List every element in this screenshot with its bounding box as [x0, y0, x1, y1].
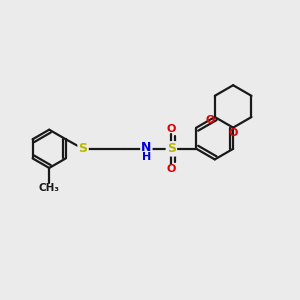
- Text: S: S: [79, 142, 88, 155]
- Text: S: S: [167, 142, 176, 155]
- Text: O: O: [167, 124, 176, 134]
- Text: O: O: [206, 115, 215, 125]
- Text: N: N: [141, 141, 152, 154]
- Text: O: O: [167, 164, 176, 174]
- Text: H: H: [142, 152, 151, 162]
- Text: CH₃: CH₃: [39, 183, 60, 193]
- Text: O: O: [229, 128, 238, 138]
